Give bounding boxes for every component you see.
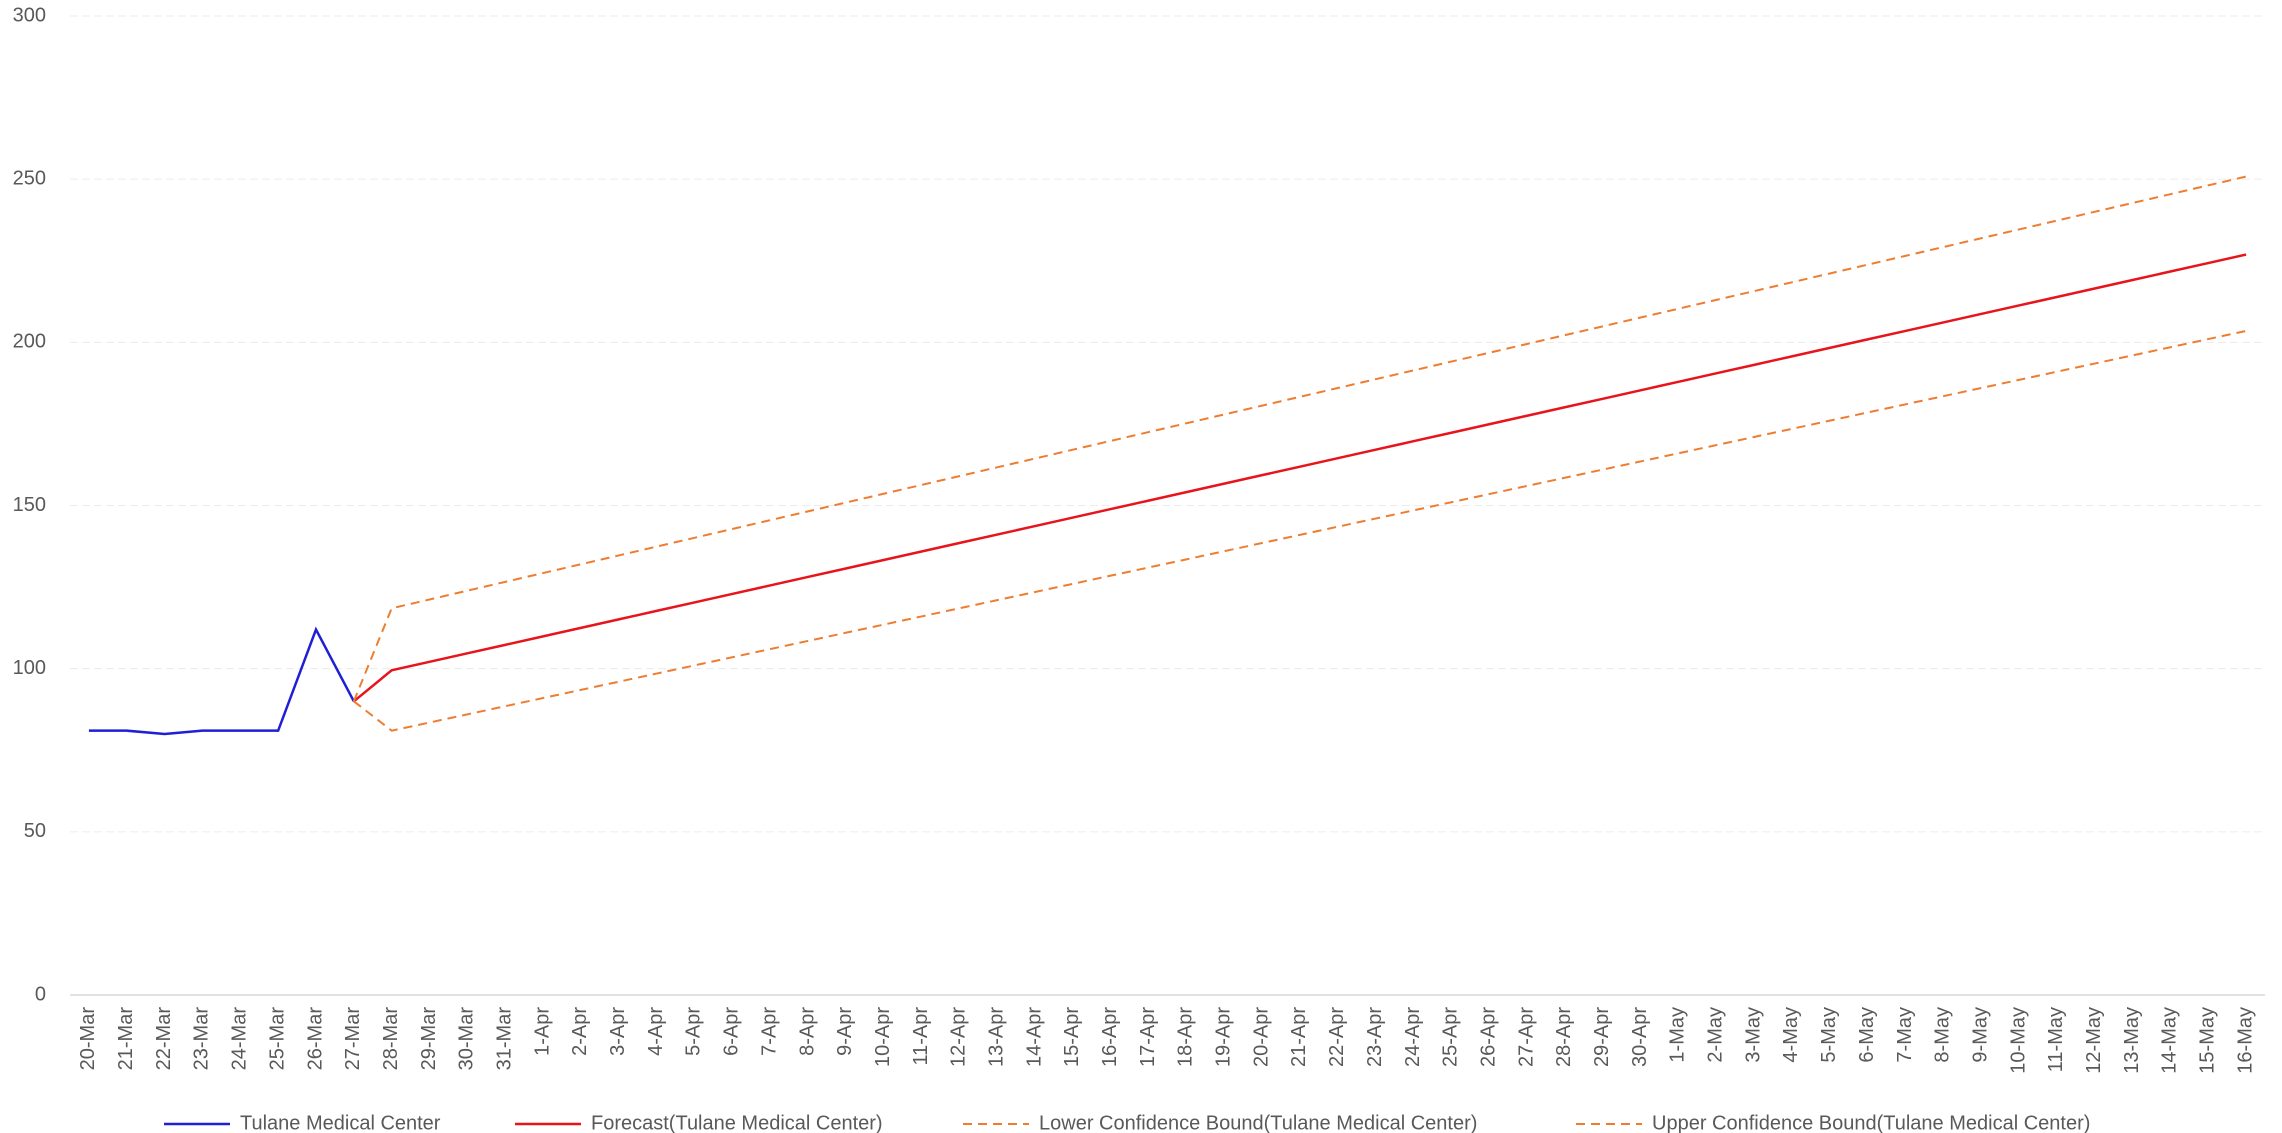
legend-label: Tulane Medical Center [240,1112,441,1133]
x-tick-label: 29-Apr [1591,1007,1613,1067]
legend-label: Upper Confidence Bound(Tulane Medical Ce… [1652,1112,2090,1133]
legend-label: Lower Confidence Bound(Tulane Medical Ce… [1039,1112,1477,1133]
x-tick-label: 29-Mar [418,1007,440,1071]
x-tick-label: 8-May [1932,1007,1954,1063]
x-tick-label: 23-Mar [191,1007,213,1071]
x-tick-label: 20-Apr [1250,1007,1272,1067]
x-tick-label: 9-Apr [834,1007,856,1056]
x-tick-label: 27-Mar [342,1007,364,1071]
x-tick-label: 17-Apr [1137,1007,1159,1067]
series-line [353,253,2247,703]
x-tick-label: 10-May [2007,1007,2029,1074]
y-tick-label: 250 [13,167,46,189]
y-tick-label: 300 [13,4,46,26]
x-tick-label: 18-Apr [1175,1007,1197,1067]
x-tick-label: 22-Apr [1326,1007,1348,1067]
x-tick-label: 14-Apr [1023,1007,1045,1067]
y-tick-label: 100 [13,657,46,679]
y-tick-label: 150 [13,494,46,516]
y-tick-label: 50 [24,820,46,842]
series-line [353,329,2247,732]
x-tick-label: 14-May [2159,1007,2181,1074]
x-tick-label: 25-Apr [1440,1007,1462,1067]
x-tick-label: 12-Apr [948,1007,970,1067]
x-tick-label: 9-May [1969,1007,1991,1063]
x-tick-label: 30-Apr [1629,1007,1651,1067]
x-tick-label: 5-May [1818,1007,1840,1063]
x-tick-label: 21-Apr [1288,1007,1310,1067]
x-tick-label: 13-Apr [985,1007,1007,1067]
x-tick-label: 4-Apr [645,1007,667,1056]
x-tick-label: 2-Apr [569,1007,591,1056]
x-tick-label: 13-May [2121,1007,2143,1074]
x-tick-label: 1-Apr [531,1007,553,1056]
x-tick-label: 3-Apr [607,1007,629,1056]
x-tick-label: 30-Mar [456,1007,478,1071]
x-tick-label: 21-Mar [115,1007,137,1071]
series-line [88,626,355,736]
x-tick-label: 11-May [2045,1007,2067,1072]
x-tick-label: 16-Apr [1099,1007,1121,1067]
x-tick-label: 26-Apr [1477,1007,1499,1067]
x-tick-label: 26-Mar [304,1007,326,1071]
x-tick-label: 31-Mar [493,1007,515,1071]
x-tick-label: 19-Apr [1213,1007,1235,1067]
x-tick-label: 24-Mar [229,1007,251,1071]
series-line [352,175,2247,702]
x-tick-label: 22-Mar [153,1007,175,1071]
x-tick-label: 1-May [1667,1007,1689,1063]
x-tick-label: 25-Mar [266,1007,288,1071]
x-tick-label: 10-Apr [872,1007,894,1067]
x-tick-label: 15-Apr [1061,1007,1083,1067]
x-tick-label: 16-May [2234,1007,2256,1074]
x-tick-label: 8-Apr [796,1007,818,1056]
y-tick-label: 200 [13,331,46,353]
x-tick-label: 3-May [1742,1007,1764,1063]
x-tick-label: 7-Apr [758,1007,780,1056]
x-tick-label: 24-Apr [1402,1007,1424,1067]
x-tick-label: 23-Apr [1364,1007,1386,1067]
x-tick-label: 2-May [1705,1007,1727,1063]
x-tick-label: 12-May [2083,1007,2105,1074]
legend-label: Forecast(Tulane Medical Center) [591,1112,883,1133]
x-tick-label: 11-Apr [910,1007,932,1066]
x-tick-label: 28-Apr [1553,1007,1575,1067]
x-tick-label: 20-Mar [77,1007,99,1071]
x-tick-label: 7-May [1894,1007,1916,1063]
x-tick-label: 4-May [1780,1007,1802,1063]
x-tick-label: 6-Apr [721,1007,743,1056]
x-tick-label: 27-Apr [1515,1007,1537,1067]
y-tick-label: 0 [35,983,46,1005]
x-tick-label: 15-May [2197,1007,2219,1074]
x-tick-label: 28-Mar [380,1007,402,1071]
x-tick-label: 6-May [1856,1007,1878,1063]
x-tick-label: 5-Apr [683,1007,705,1056]
